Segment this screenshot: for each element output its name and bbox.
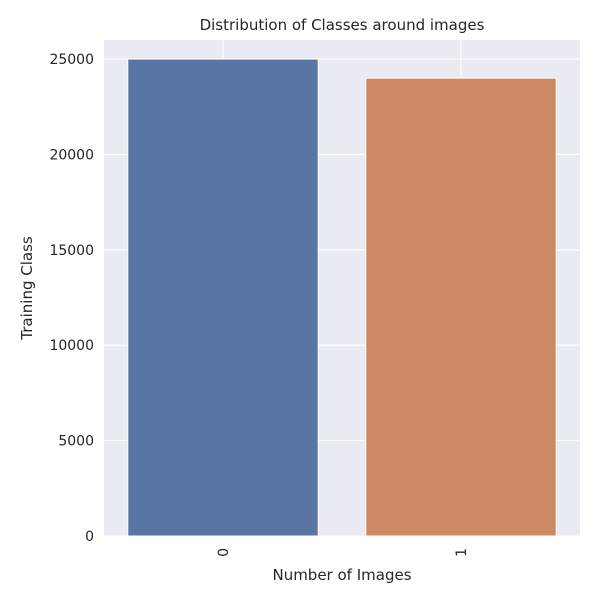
y-tick-label: 15000: [49, 243, 94, 259]
y-tick-label: 10000: [49, 338, 94, 354]
bar-0: [127, 58, 319, 537]
bar-1: [365, 77, 557, 537]
y-axis-ticks: 0 5000 10000 15000 20000 25000: [49, 52, 94, 545]
y-tick-label: 5000: [58, 434, 94, 450]
y-axis-label: Training Class: [18, 236, 36, 341]
y-tick-label: 25000: [49, 52, 94, 68]
x-tick-label: 0: [216, 548, 232, 557]
y-tick-label: 20000: [49, 147, 94, 163]
y-tick-label: 0: [85, 529, 94, 545]
x-tick-label: 1: [454, 548, 470, 557]
bars: [127, 58, 557, 537]
chart-title: Distribution of Classes around images: [200, 16, 485, 34]
x-axis-label: Number of Images: [272, 566, 411, 584]
